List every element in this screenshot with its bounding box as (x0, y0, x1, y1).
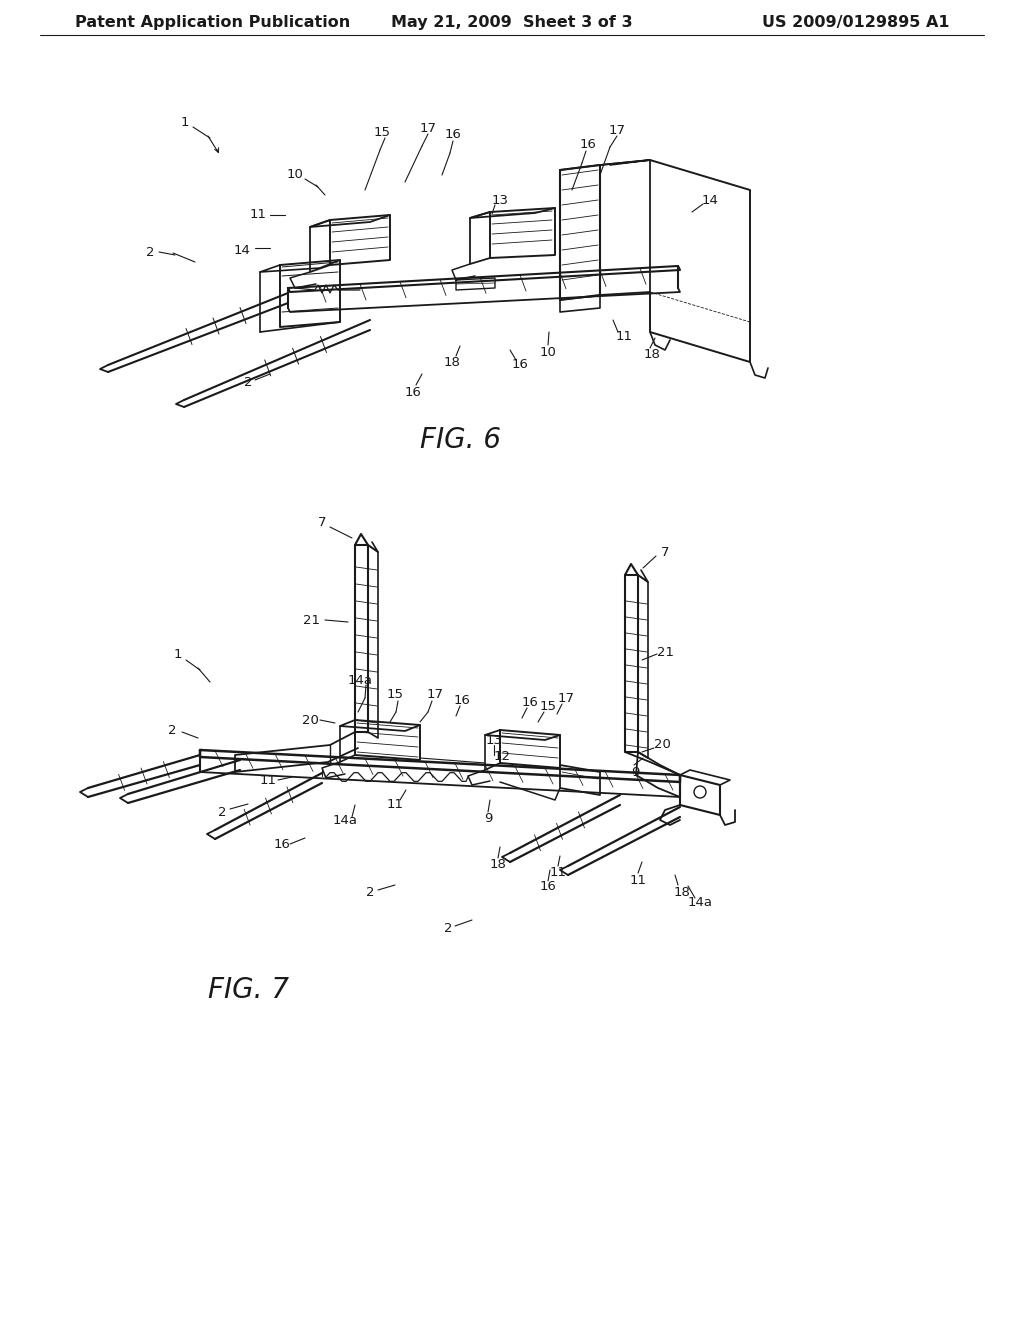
Text: 2: 2 (218, 805, 226, 818)
Text: 14a: 14a (687, 895, 713, 908)
Text: 18: 18 (443, 355, 461, 368)
Text: 14: 14 (233, 243, 251, 256)
Text: 11: 11 (250, 209, 266, 222)
Text: 18: 18 (489, 858, 507, 870)
Text: 10: 10 (287, 169, 303, 181)
Text: 16: 16 (580, 139, 596, 152)
Text: 1: 1 (174, 648, 182, 661)
Text: 7: 7 (317, 516, 327, 528)
Text: 14a: 14a (347, 673, 373, 686)
Text: FIG. 6: FIG. 6 (420, 426, 501, 454)
Text: 18: 18 (643, 348, 660, 362)
Text: 2: 2 (244, 376, 252, 389)
Text: 9: 9 (483, 812, 493, 825)
Text: 16: 16 (454, 693, 470, 706)
Text: 16: 16 (521, 696, 539, 709)
Text: 9: 9 (631, 766, 639, 779)
Text: 2: 2 (145, 246, 155, 259)
Text: Patent Application Publication: Patent Application Publication (75, 15, 350, 29)
Text: US 2009/0129895 A1: US 2009/0129895 A1 (763, 15, 950, 29)
Text: 1: 1 (181, 116, 189, 128)
Text: 21: 21 (656, 645, 674, 659)
Text: 2: 2 (168, 723, 176, 737)
Text: 16: 16 (273, 838, 291, 851)
Text: 16: 16 (444, 128, 462, 141)
Text: 7: 7 (660, 545, 670, 558)
Text: 14a: 14a (333, 813, 357, 826)
Text: 11: 11 (615, 330, 633, 343)
Circle shape (694, 785, 706, 799)
Text: 21: 21 (303, 614, 321, 627)
Text: FIG. 7: FIG. 7 (208, 975, 289, 1005)
Text: 13: 13 (485, 734, 503, 747)
Text: 16: 16 (540, 880, 556, 894)
Text: 12: 12 (494, 751, 511, 763)
Text: 17: 17 (557, 692, 574, 705)
Text: 17: 17 (427, 689, 443, 701)
Text: 18: 18 (674, 886, 690, 899)
Text: May 21, 2009  Sheet 3 of 3: May 21, 2009 Sheet 3 of 3 (391, 15, 633, 29)
Text: 20: 20 (301, 714, 318, 726)
Text: 16: 16 (512, 359, 528, 371)
Text: 11: 11 (550, 866, 566, 879)
Text: 11: 11 (259, 774, 276, 787)
Text: 20: 20 (653, 738, 671, 751)
Text: 10: 10 (540, 346, 556, 359)
Text: 17: 17 (608, 124, 626, 136)
Text: 11: 11 (386, 797, 403, 810)
Text: 15: 15 (386, 689, 403, 701)
Text: 13: 13 (492, 194, 509, 206)
Text: 16: 16 (404, 385, 422, 399)
Text: 15: 15 (374, 125, 390, 139)
Text: 11: 11 (630, 874, 646, 887)
Text: 2: 2 (443, 921, 453, 935)
Text: 15: 15 (540, 700, 556, 713)
Text: 14: 14 (701, 194, 719, 206)
Text: 17: 17 (420, 121, 436, 135)
Text: 2: 2 (366, 886, 374, 899)
